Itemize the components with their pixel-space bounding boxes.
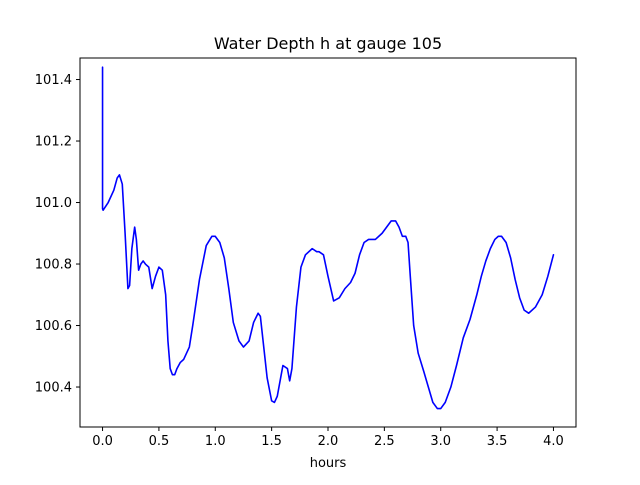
chart-title: Water Depth h at gauge 105 — [214, 34, 442, 53]
y-tick-label: 100.8 — [35, 258, 72, 273]
series-line-0 — [101, 66, 555, 410]
y-tick-label: 100.6 — [35, 319, 72, 334]
y-tick-label: 101.2 — [35, 135, 72, 150]
x-tick-label: 2.5 — [374, 434, 395, 449]
data-layer — [101, 66, 555, 410]
x-tick-label: 4.0 — [543, 434, 564, 449]
x-tick-label: 1.0 — [205, 434, 226, 449]
y-tick-label: 100.4 — [35, 381, 72, 396]
y-tick-label: 101.4 — [35, 73, 72, 88]
plot-frame — [79, 57, 577, 428]
x-tick-label: 1.5 — [261, 434, 282, 449]
y-axis-ticks: 100.4 100.6 100.8 101.0 101.2 101.4 — [35, 73, 80, 396]
y-tick-label: 101.0 — [35, 196, 72, 211]
x-axis-ticks: 0.0 0.5 1.0 1.5 2.0 2.5 3.0 3.5 4.0 — [92, 427, 564, 449]
x-tick-label: 3.0 — [430, 434, 451, 449]
x-tick-label: 0.0 — [92, 434, 113, 449]
x-tick-label: 3.5 — [487, 434, 508, 449]
x-tick-label: 2.0 — [318, 434, 339, 449]
plot-area-background — [80, 58, 576, 427]
x-axis-label: hours — [310, 456, 347, 471]
x-tick-label: 0.5 — [149, 434, 170, 449]
